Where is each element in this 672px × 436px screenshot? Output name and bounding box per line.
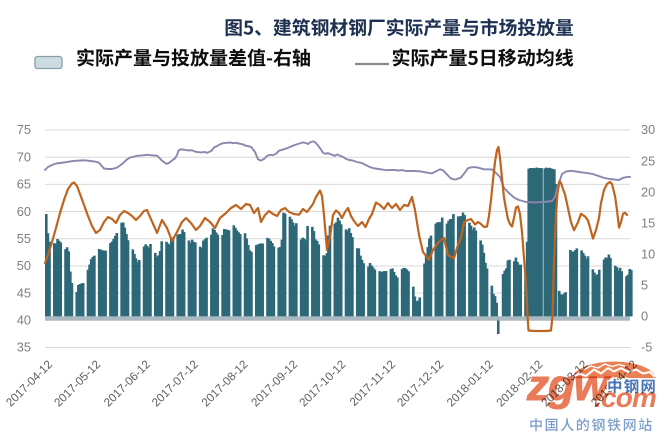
svg-text:35: 35 [17, 340, 31, 355]
svg-text:25: 25 [641, 153, 655, 168]
svg-text:0: 0 [641, 309, 648, 324]
svg-text:20: 20 [641, 184, 655, 199]
svg-text:-5: -5 [641, 340, 652, 355]
svg-text:70: 70 [17, 149, 31, 164]
svg-text:30: 30 [641, 122, 655, 137]
svg-text:.com: .com [594, 382, 656, 413]
svg-text:15: 15 [641, 215, 655, 230]
svg-text:45: 45 [17, 285, 31, 300]
svg-text:65: 65 [17, 177, 31, 192]
svg-text:50: 50 [17, 258, 31, 273]
svg-text:60: 60 [17, 204, 31, 219]
svg-text:5: 5 [641, 278, 648, 293]
svg-text:40: 40 [17, 313, 31, 328]
svg-text:75: 75 [17, 122, 31, 137]
svg-text:10: 10 [641, 247, 655, 262]
svg-text:55: 55 [17, 231, 31, 246]
svg-text:zgw: zgw [526, 361, 611, 410]
